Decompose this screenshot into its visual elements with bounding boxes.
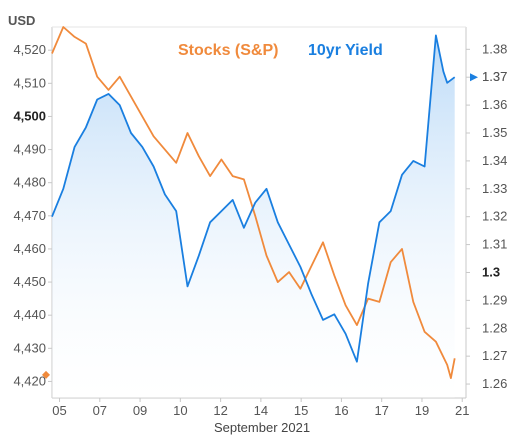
x-tick-label: 05 [52, 403, 66, 418]
right-tick-label: 1.26 [482, 376, 507, 391]
left-tick-label: 4,460 [13, 241, 46, 256]
left-tick-label: 4,470 [13, 208, 46, 223]
left-tick-label: 4,490 [13, 142, 46, 157]
right-tick-label: 1.35 [482, 125, 507, 140]
left-tick-label: 4,480 [13, 175, 46, 190]
left-tick-label: 4,440 [13, 307, 46, 322]
left-tick-label: 4,520 [13, 42, 46, 57]
x-axis-ticks: 05 07 09 10 12 14 15 16 17 19 21 [52, 398, 469, 418]
x-tick-label: 07 [93, 403, 107, 418]
x-tick-label: 19 [415, 403, 429, 418]
x-tick-label: 09 [133, 403, 147, 418]
right-tick-label: 1.37 [482, 69, 507, 84]
x-tick-label: 21 [455, 403, 469, 418]
current-stock-marker [42, 370, 50, 379]
x-tick-label: 12 [213, 403, 227, 418]
right-tick-label: 1.33 [482, 181, 507, 196]
x-tick-label: 10 [173, 403, 187, 418]
yield-line [51, 34, 456, 363]
right-tick-label: 1.3 [482, 264, 500, 279]
left-tick-label: 4,510 [13, 75, 46, 90]
legend-stocks: Stocks (S&P) [178, 42, 278, 59]
x-tick-label: 14 [254, 403, 268, 418]
right-tick-label: 1.29 [482, 292, 507, 307]
right-tick-label: 1.27 [482, 348, 507, 363]
left-axis-ticks: 4,520 4,510 4,500 4,490 4,480 4,470 4,460 4,450… [13, 42, 52, 388]
left-tick-label: 4,430 [13, 340, 46, 355]
right-tick-label: 1.32 [482, 209, 507, 224]
yield-area-fill [52, 35, 455, 399]
stocks-line [51, 26, 456, 379]
left-tick-label: 4,450 [13, 274, 46, 289]
legend-yield: 10yr Yield [308, 42, 383, 59]
current-yield-label: 1.37 [482, 69, 507, 84]
left-tick-label: 4,420 [13, 373, 46, 388]
left-tick-label: 4,500 [13, 108, 46, 123]
x-axis-title: September 2021 [214, 420, 310, 435]
x-tick-label: 15 [294, 403, 308, 418]
right-tick-label: 1.31 [482, 237, 507, 252]
right-axis-ticks: 1.38 1.37 1.36 1.35 1.34 1.33 1.32 1.31 1.3 1.29 1… [466, 41, 507, 391]
left-axis-label: USD [8, 13, 35, 28]
right-tick-label: 1.36 [482, 97, 507, 112]
right-tick-label: 1.28 [482, 320, 507, 335]
right-tick-label: 1.34 [482, 153, 507, 168]
x-tick-label: 16 [334, 403, 348, 418]
current-yield-marker [470, 73, 478, 82]
x-tick-label: 17 [374, 403, 388, 418]
right-tick-label: 1.38 [482, 41, 507, 56]
